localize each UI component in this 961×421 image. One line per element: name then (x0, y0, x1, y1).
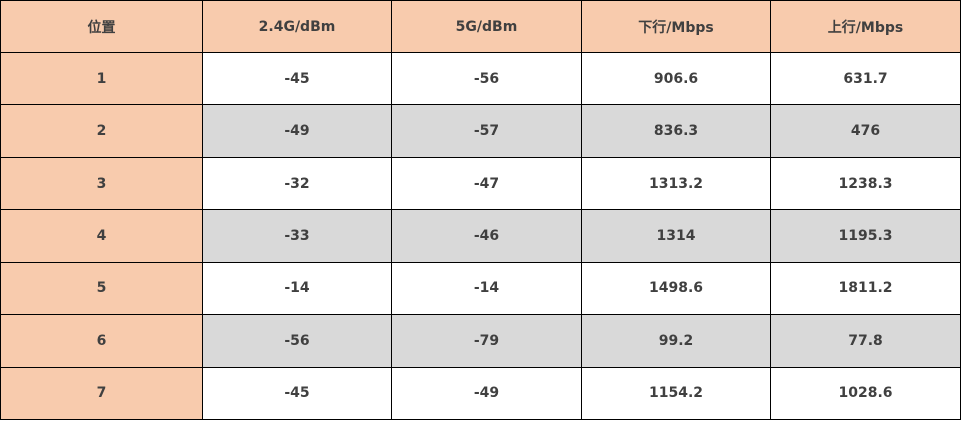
position-cell: 7 (0, 366, 203, 421)
header-cell: 5G/dBm (391, 0, 582, 53)
value-cell: 99.2 (581, 314, 771, 368)
value-cell: -45 (202, 366, 392, 421)
value-cell: -14 (202, 261, 392, 316)
value-cell: -79 (391, 314, 582, 368)
table-row: 7 -45 -49 1154.2 1028.6 (0, 366, 961, 421)
value-cell: -46 (391, 209, 582, 263)
value-cell: -14 (391, 261, 582, 316)
value-cell: -49 (391, 366, 582, 421)
value-cell: -56 (202, 314, 392, 368)
position-cell: 3 (0, 156, 203, 211)
header-row: 位置 2.4G/dBm 5G/dBm 下行/Mbps 上行/Mbps (0, 0, 961, 53)
value-cell: 1498.6 (581, 261, 771, 316)
table-row: 2 -49 -57 836.3 476 (0, 104, 961, 158)
value-cell: -32 (202, 156, 392, 211)
position-cell: 5 (0, 261, 203, 316)
value-cell: 631.7 (770, 51, 961, 106)
value-cell: 77.8 (770, 314, 961, 368)
value-cell: 836.3 (581, 104, 771, 158)
header-cell: 位置 (0, 0, 203, 53)
header-cell: 下行/Mbps (581, 0, 771, 53)
value-cell: -57 (391, 104, 582, 158)
value-cell: -47 (391, 156, 582, 211)
value-cell: -49 (202, 104, 392, 158)
value-cell: -33 (202, 209, 392, 263)
position-cell: 6 (0, 314, 203, 368)
position-cell: 4 (0, 209, 203, 263)
table-row: 4 -33 -46 1314 1195.3 (0, 209, 961, 263)
value-cell: 1028.6 (770, 366, 961, 421)
value-cell: -45 (202, 51, 392, 106)
value-cell: -56 (391, 51, 582, 106)
value-cell: 1195.3 (770, 209, 961, 263)
table-body: 1 -45 -56 906.6 631.7 2 -49 -57 836.3 476 3 -32 -47 1… (0, 51, 961, 421)
table-row: 5 -14 -14 1498.6 1811.2 (0, 261, 961, 316)
table-row: 3 -32 -47 1313.2 1238.3 (0, 156, 961, 211)
position-cell: 2 (0, 104, 203, 158)
header-cell: 上行/Mbps (770, 0, 961, 53)
value-cell: 1811.2 (770, 261, 961, 316)
header-cell: 2.4G/dBm (202, 0, 392, 53)
value-cell: 1238.3 (770, 156, 961, 211)
value-cell: 906.6 (581, 51, 771, 106)
table-row: 1 -45 -56 906.6 631.7 (0, 51, 961, 106)
table-header: 位置 2.4G/dBm 5G/dBm 下行/Mbps 上行/Mbps (0, 0, 961, 53)
value-cell: 1313.2 (581, 156, 771, 211)
value-cell: 1154.2 (581, 366, 771, 421)
position-cell: 1 (0, 51, 203, 106)
value-cell: 1314 (581, 209, 771, 263)
value-cell: 476 (770, 104, 961, 158)
table-row: 6 -56 -79 99.2 77.8 (0, 314, 961, 368)
